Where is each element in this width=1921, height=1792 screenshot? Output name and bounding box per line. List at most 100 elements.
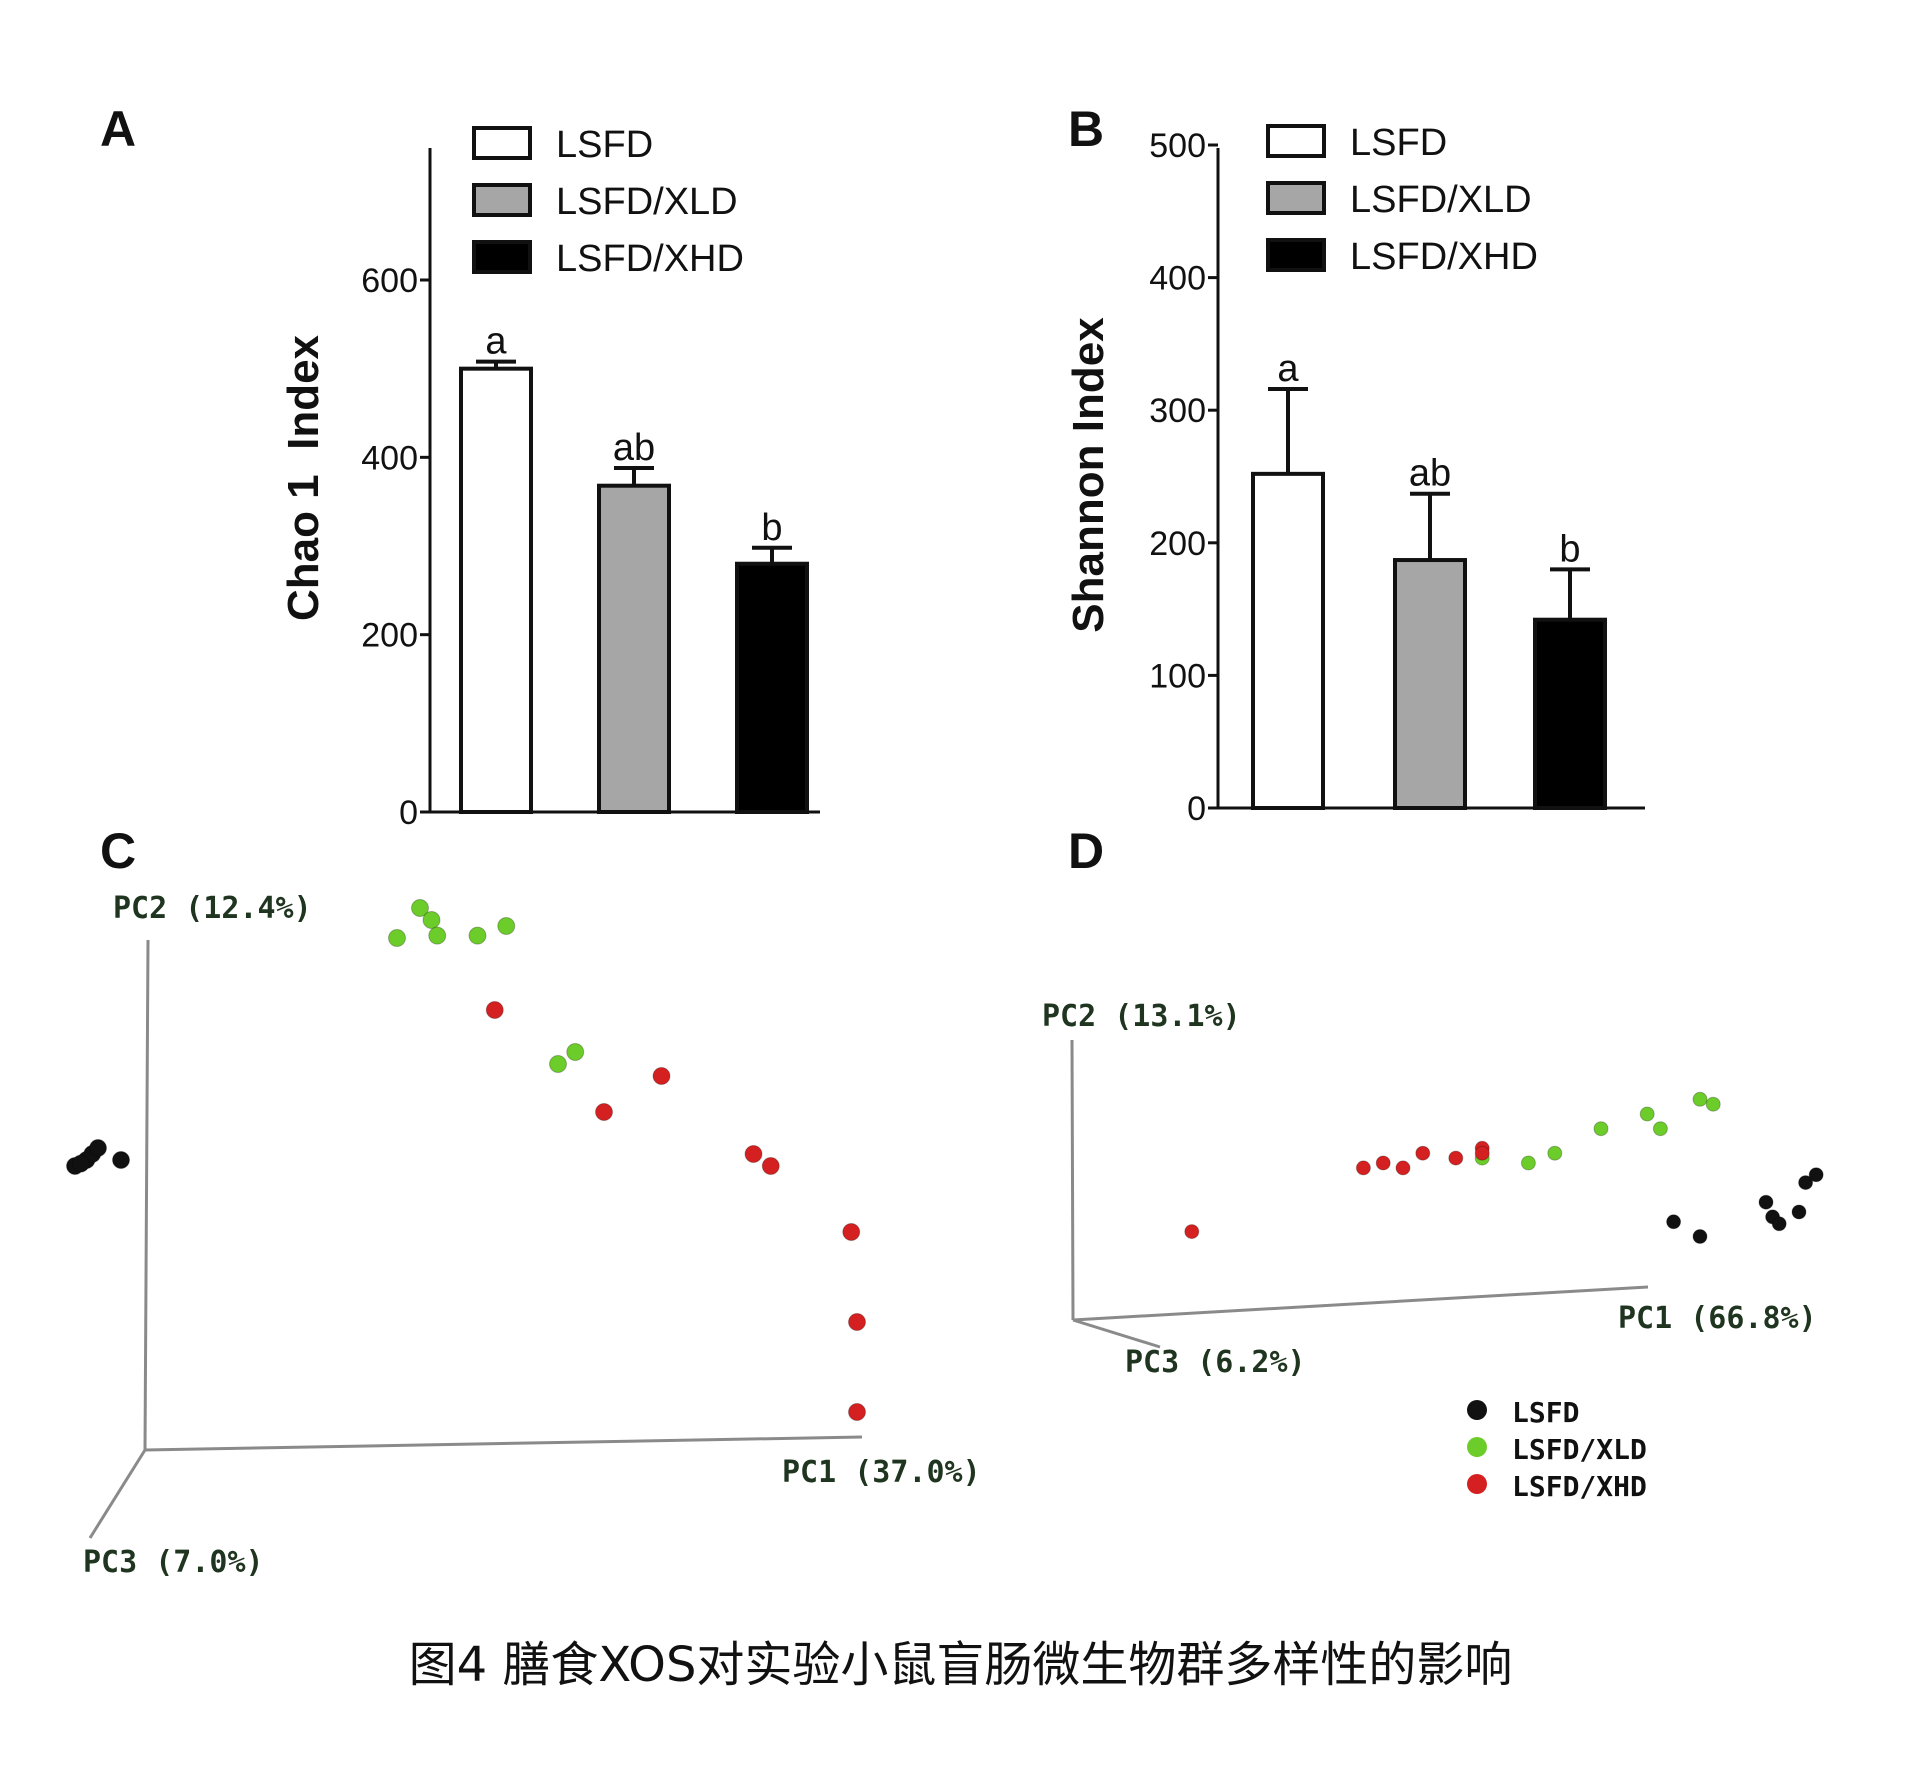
point-d-1 [1808,1167,1824,1183]
point-d-1 [1791,1204,1807,1220]
panel-label-a: A [100,101,137,157]
point-d-2 [1705,1096,1721,1112]
bar-a-2 [597,483,671,814]
legend-label: LSFD [556,124,653,166]
point-d-2 [1593,1121,1609,1137]
legend-label: LSFD/XLD [1512,1433,1647,1466]
y-tick-label: 200 [361,617,418,655]
legend-label: LSFD/XHD [1512,1470,1647,1503]
point-c-1 [71,1154,90,1173]
y-tick-label: 400 [361,439,418,477]
y-tick-label: 300 [1149,392,1206,430]
significance-label: b [761,507,782,549]
legend-swatch [1266,238,1326,272]
point-d-3 [1415,1145,1431,1161]
point-d-3 [1474,1145,1490,1161]
point-c-3 [652,1067,671,1085]
panel-label-d: D [1068,823,1105,879]
pc2-label: PC2 (13.1%) [1042,999,1241,1034]
y-tick-label: 0 [399,794,418,832]
pc3-axis [88,1449,147,1539]
point-d-1 [1666,1214,1682,1230]
point-d-2 [1547,1145,1563,1161]
point-d-1 [1798,1175,1814,1191]
legend-swatch [472,240,532,274]
bar-b-2 [1393,558,1467,811]
legend-dot [1467,1437,1487,1457]
y-axis-label: Shannon Index [1064,317,1113,633]
bar-b-3 [1533,617,1607,811]
significance-label: ab [613,427,655,469]
legend-label: LSFD [1512,1396,1579,1429]
chart-c: PC1 (37.0%) PC2 (12.4%) PC3 (7.0%) [66,891,981,1580]
bar-a-3 [735,561,809,814]
legend-swatch [1266,124,1326,158]
pc2-axis [143,939,150,1451]
point-c-2 [411,899,429,917]
chart-d: PC1 (66.8%) PC2 (13.1%) PC3 (6.2%) LSFD LSFD… [1042,999,1824,1503]
point-d-2 [1652,1121,1668,1137]
significance-label: ab [1409,453,1451,495]
point-d-3 [1375,1155,1391,1171]
point-c-2 [566,1043,585,1061]
bar-a-1 [459,366,533,814]
point-c-2 [468,926,487,945]
point-d-3 [1395,1160,1411,1176]
point-c-3 [848,1403,866,1421]
significance-label: a [1277,348,1299,390]
panel-label-c: C [100,823,137,879]
pc3-label: PC3 (6.2%) [1125,1345,1306,1380]
point-c-2 [388,929,406,947]
pc1-axis [1072,1285,1649,1322]
figure-caption: 图4 膳食XOS对实验小鼠盲肠微生物群多样性的影响 [408,1637,1513,1693]
pc2-axis [1070,1039,1075,1321]
legend-dot [1467,1400,1487,1420]
pc1-label: PC1 (66.8%) [1618,1301,1817,1336]
legend-label: LSFD/XLD [556,181,738,223]
y-tick-label: 200 [1149,525,1206,563]
y-tick-label: 100 [1149,657,1206,695]
legend-label: LSFD/XLD [1350,179,1532,221]
legend-label: LSFD/XHD [556,238,744,280]
point-d-1 [1771,1216,1787,1232]
point-d-3 [1355,1160,1371,1176]
pc3-label: PC3 (7.0%) [83,1545,264,1580]
point-c-2 [422,911,441,929]
point-d-2 [1520,1155,1536,1171]
point-d-2 [1639,1106,1655,1122]
pc2-label: PC2 (12.4%) [113,891,312,926]
point-c-2 [428,926,447,945]
point-d-1 [1692,1229,1708,1244]
legend-dot [1467,1474,1487,1494]
point-c-3 [848,1313,866,1331]
point-d-1 [1758,1194,1774,1210]
point-c-3 [595,1103,613,1121]
point-c-1 [89,1139,107,1157]
chart-a: 0 200 400 600 Chao 1 Index a ab b LSFD LSFD/XLD LS… [279,124,820,832]
legend-swatch [472,126,532,160]
y-tick-label: 500 [1149,127,1206,165]
pc1-label: PC1 (37.0%) [782,1455,981,1490]
point-d-2 [1692,1091,1708,1107]
chart-b: 0 100 200 300 400 500 Shannon Index a ab b LSFD LSF… [1064,122,1645,828]
point-c-1 [112,1151,130,1169]
point-c-2 [497,917,516,935]
legend-swatch [1266,181,1326,215]
legend-label: LSFD/XHD [1350,236,1538,278]
point-c-3 [842,1223,861,1241]
point-c-2 [549,1055,567,1073]
pc3-axis [1072,1318,1161,1349]
y-tick-label: 600 [361,262,418,300]
y-tick-label: 400 [1149,260,1206,298]
point-d-3 [1448,1150,1464,1166]
y-tick-label: 0 [1187,790,1206,828]
significance-label: a [485,321,507,363]
bar-b-1 [1251,471,1325,810]
point-c-3 [744,1145,763,1163]
pc1-axis [144,1435,863,1452]
point-c-3 [485,1001,504,1019]
legend-label: LSFD [1350,122,1447,164]
legend-swatch [472,183,532,217]
point-d-3 [1184,1224,1200,1240]
